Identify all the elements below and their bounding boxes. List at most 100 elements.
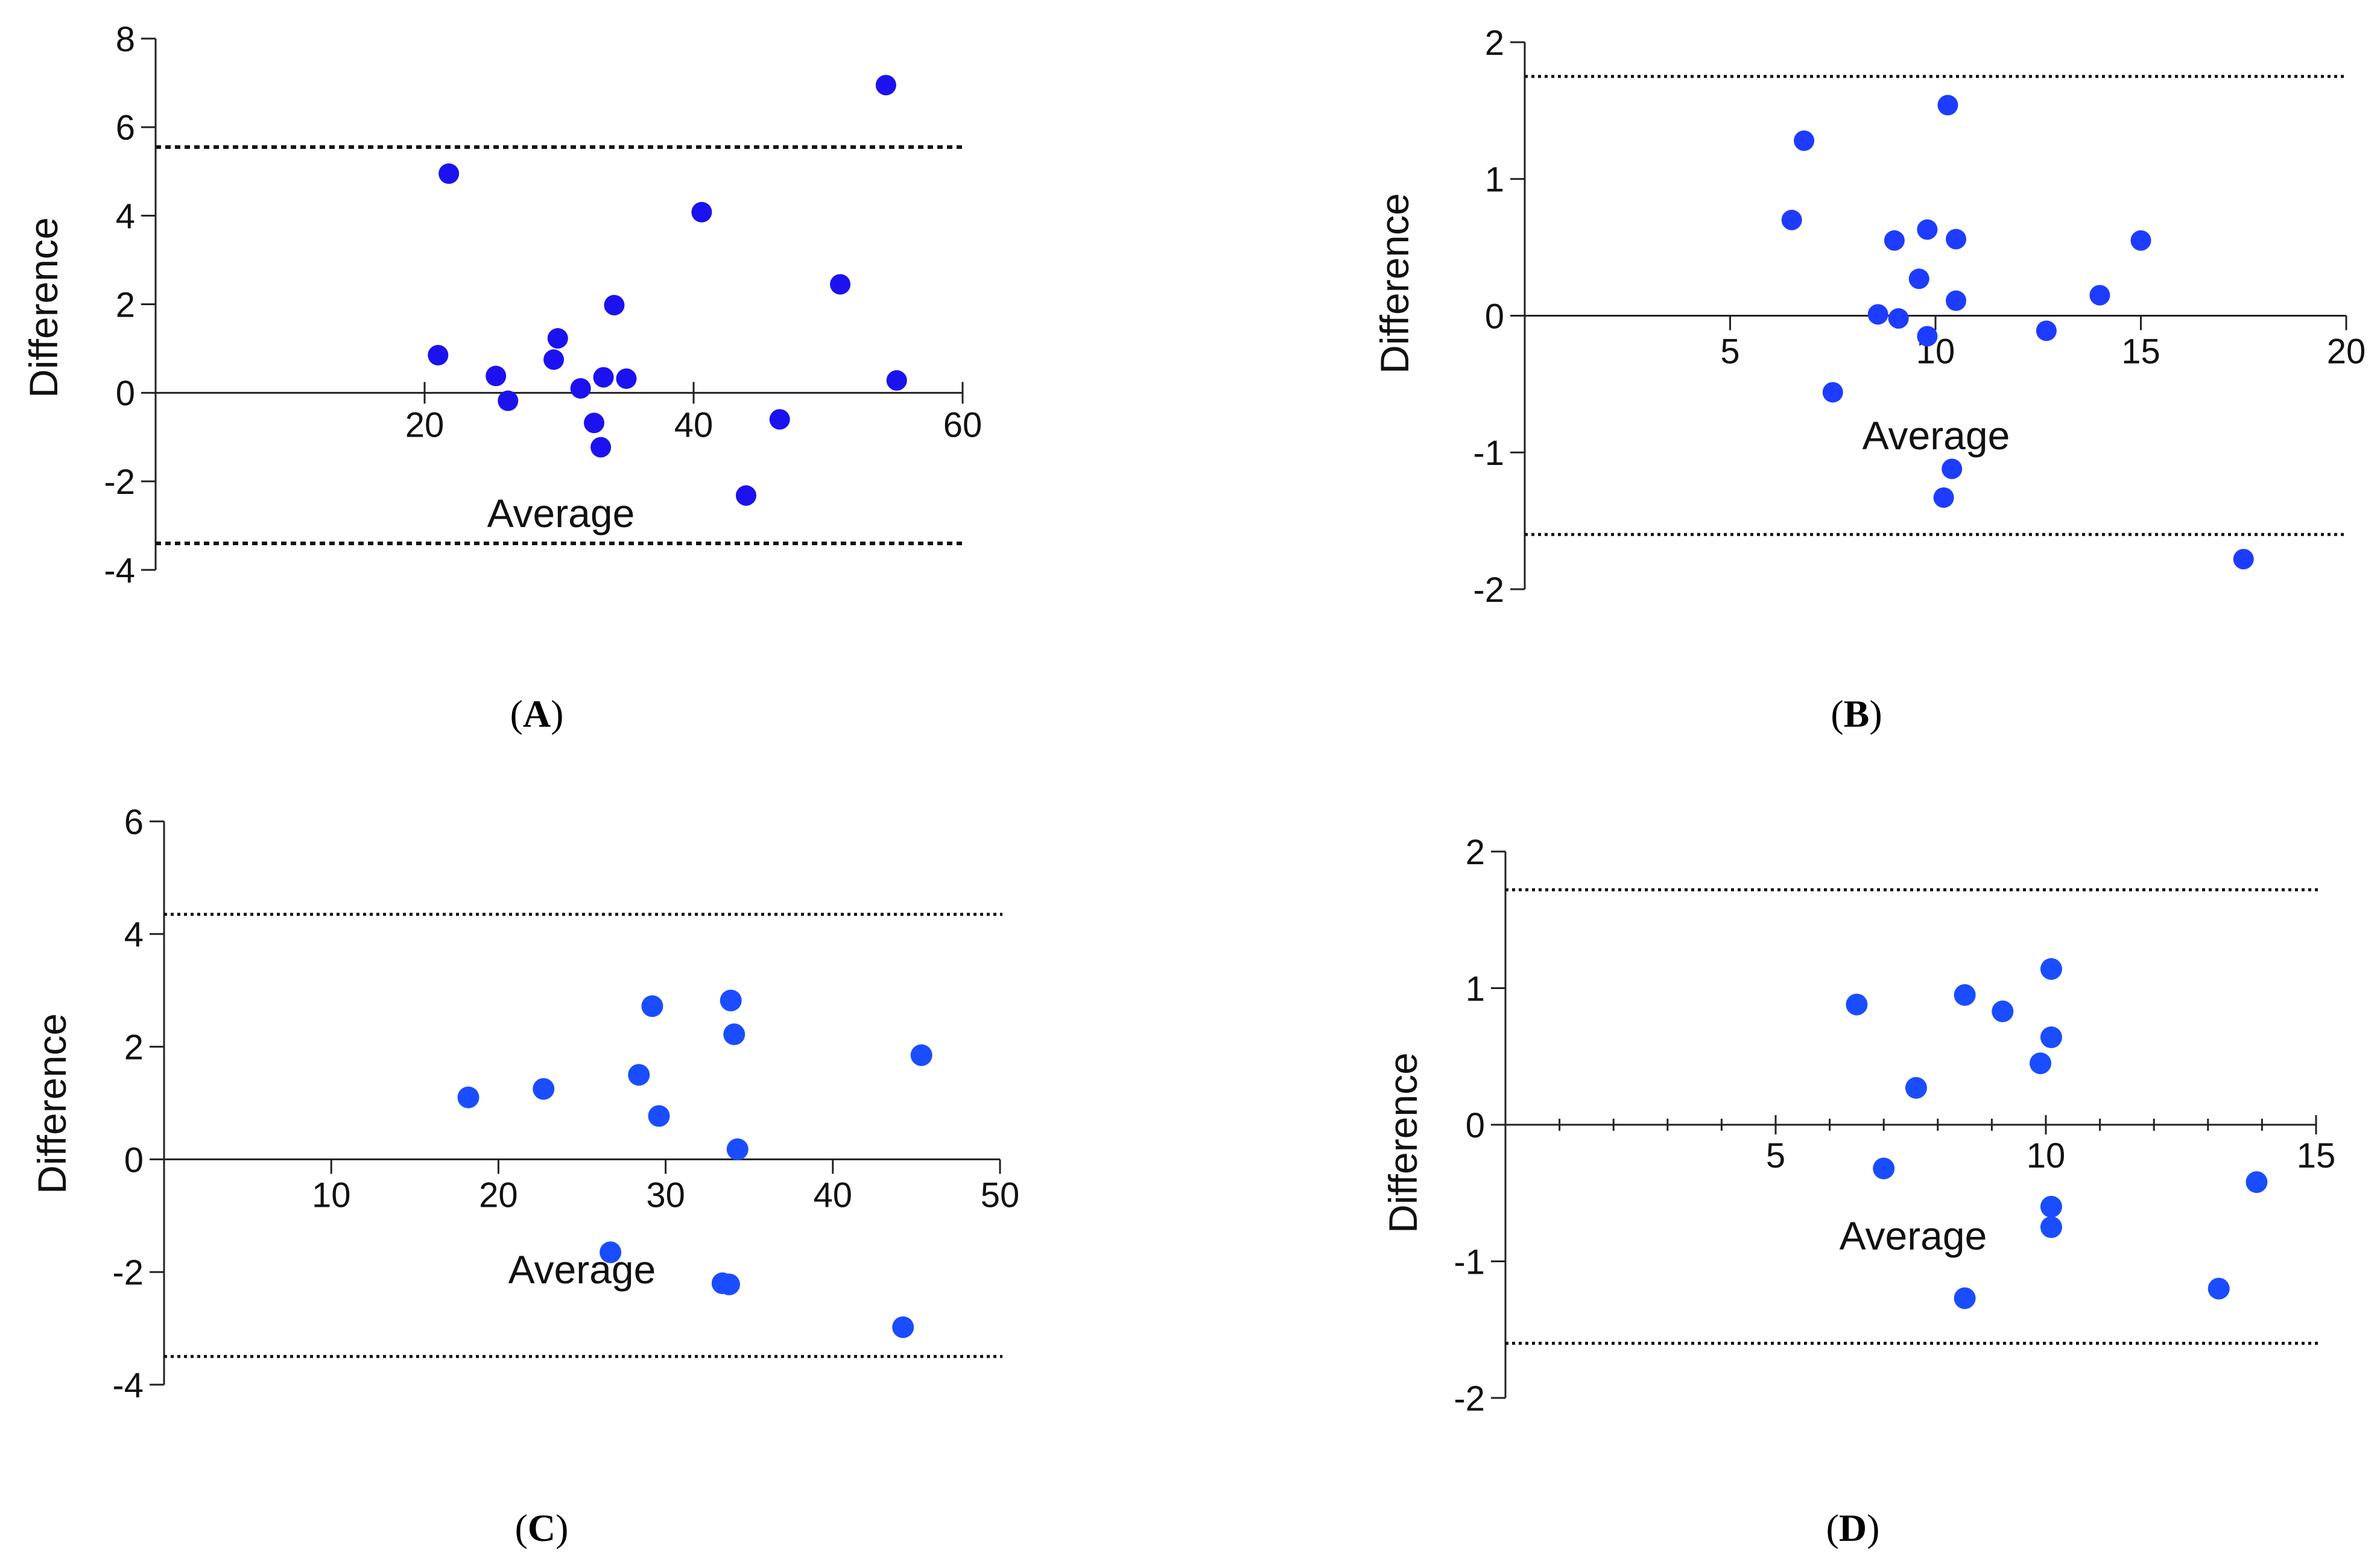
x-tick-label: 40: [674, 405, 714, 444]
data-point: [1933, 487, 1954, 508]
data-point: [910, 1044, 932, 1066]
data-point: [2130, 230, 2151, 251]
data-point: [2233, 549, 2254, 570]
data-point: [886, 370, 907, 391]
data-point: [583, 413, 604, 434]
y-tick-label: -1: [1454, 1242, 1485, 1282]
data-point: [726, 1138, 748, 1160]
x-tick-label: 20: [2327, 332, 2366, 371]
data-point: [2040, 1026, 2062, 1049]
data-point: [1781, 209, 1802, 230]
data-point: [604, 294, 625, 315]
data-point: [533, 1078, 555, 1100]
y-tick-label: -2: [1473, 571, 1504, 610]
y-tick-label: 0: [1466, 1106, 1485, 1145]
y-axis-label: Difference: [30, 1013, 74, 1194]
data-point: [428, 344, 449, 365]
data-point: [628, 1064, 650, 1086]
chart-panel-a: -4 -2 0 2 4 6 8 20 40 60 Average Difference (A): [21, 20, 982, 735]
data-point: [1946, 290, 1967, 311]
data-point: [892, 1316, 914, 1338]
data-point: [600, 1241, 622, 1263]
chart-panel-c: -4 -2 0 2 4 6 10 20 30 40 50 Average Difference (C): [30, 803, 1019, 1549]
y-axis-label: Difference: [1381, 1052, 1425, 1233]
panel-caption: (C): [515, 1506, 569, 1549]
y-tick-label: -4: [112, 1366, 144, 1405]
data-point: [1888, 308, 1909, 329]
data-point: [1846, 993, 1868, 1016]
y-tick-label: -4: [104, 551, 135, 590]
y-tick-label: 6: [116, 109, 135, 148]
x-tick-label: 15: [2297, 1136, 2336, 1175]
x-tick-label: 5: [1766, 1136, 1785, 1175]
x-tick-label: 10: [312, 1176, 351, 1215]
data-point: [1908, 268, 1929, 289]
data-point: [718, 1273, 740, 1295]
data-point: [543, 349, 565, 370]
data-point: [1954, 984, 1976, 1006]
data-point: [830, 274, 851, 295]
data-point: [486, 365, 507, 387]
y-tick-label: 6: [124, 803, 144, 842]
y-tick-label: 4: [124, 915, 144, 955]
data-point: [1794, 130, 1815, 151]
x-tick-label: 20: [405, 405, 445, 444]
x-tick-label: 60: [943, 405, 983, 444]
y-tick-label: -2: [1454, 1379, 1485, 1418]
data-point: [570, 378, 591, 399]
y-tick-label: 1: [1485, 160, 1504, 200]
data-point: [1954, 1287, 1976, 1309]
data-point: [498, 390, 519, 411]
data-point: [1867, 304, 1888, 325]
x-tick-label: 30: [646, 1176, 685, 1215]
data-point: [1942, 458, 1963, 479]
data-point: [720, 990, 742, 1012]
y-tick-label: 0: [124, 1140, 144, 1180]
data-point: [1992, 1001, 2014, 1023]
x-axis-label: Average: [487, 491, 635, 536]
x-tick-label: 15: [2121, 332, 2160, 371]
y-axis-label: Difference: [1372, 193, 1417, 374]
y-tick-label: 1: [1466, 969, 1485, 1008]
data-point: [641, 995, 663, 1017]
x-tick-label: 5: [1720, 332, 1739, 371]
x-tick-label: 20: [479, 1176, 518, 1215]
y-axis-label: Difference: [21, 217, 66, 398]
data-point: [2040, 1195, 2062, 1218]
x-axis-label: Average: [508, 1247, 656, 1292]
data-point: [1822, 382, 1843, 403]
data-point: [1946, 229, 1967, 250]
data-point: [735, 485, 756, 506]
panel-caption: (A): [510, 692, 564, 735]
y-tick-label: 0: [116, 374, 135, 413]
y-tick-label: 2: [1466, 833, 1485, 872]
data-point: [593, 367, 614, 388]
y-tick-label: -2: [112, 1253, 144, 1292]
data-point: [2030, 1052, 2052, 1075]
data-point: [1884, 230, 1905, 251]
data-point: [2040, 958, 2062, 980]
panel-caption: (D): [1826, 1506, 1880, 1549]
data-point: [2040, 1216, 2062, 1238]
chart-panel-d: -2 -1 0 1 2 5 10 15 Average Difference (D): [1381, 833, 2335, 1549]
data-point: [691, 201, 712, 223]
data-point: [1905, 1076, 1927, 1099]
data-point: [2036, 320, 2057, 341]
data-point: [1873, 1157, 1895, 1180]
y-tick-label: 2: [116, 285, 135, 324]
data-point: [1917, 326, 1938, 347]
y-tick-label: -2: [104, 463, 135, 502]
data-point: [616, 368, 637, 389]
data-point: [2208, 1277, 2230, 1300]
panel-caption: (B): [1831, 692, 1882, 735]
y-tick-label: 8: [116, 20, 135, 59]
x-tick-label: 10: [2027, 1136, 2066, 1175]
y-tick-label: 0: [1485, 297, 1504, 336]
x-tick-label: 50: [981, 1176, 1020, 1215]
data-point: [590, 437, 612, 458]
y-tick-label: 2: [124, 1028, 144, 1067]
y-tick-label: 2: [1485, 24, 1504, 63]
data-point: [1917, 219, 1938, 240]
